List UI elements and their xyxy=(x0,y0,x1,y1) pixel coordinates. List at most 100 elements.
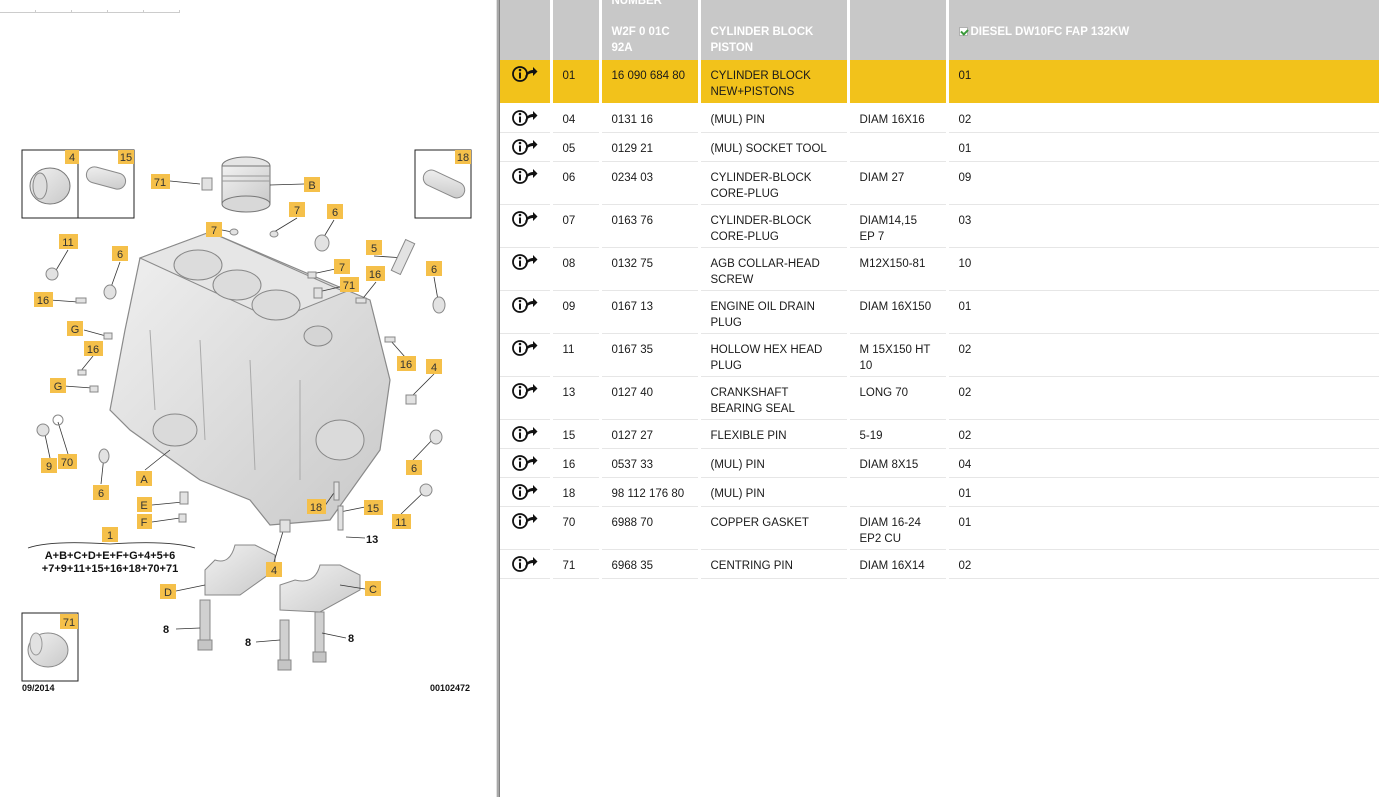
checkbox-checked-icon[interactable] xyxy=(958,27,968,36)
table-row[interactable]: 15 0127 27 FLEXIBLE PIN 5-19 02 xyxy=(500,419,1380,449)
callouts: 4 15 18 71 B 7 7 6 11 6 5 6 16 7 16 71 G… xyxy=(34,150,471,629)
svg-text:16: 16 xyxy=(400,359,412,371)
callout-G[interactable]: G xyxy=(50,378,66,393)
callout-16[interactable]: 16 xyxy=(397,356,416,371)
row-qty: 02 xyxy=(947,333,1380,377)
table-row[interactable]: 71 6968 35 CENTRING PIN DIAM 16X14 02 xyxy=(500,549,1380,579)
callout-4[interactable]: 4 xyxy=(65,150,79,164)
table-row[interactable]: 09 0167 13 ENGINE OIL DRAIN PLUG DIAM 16X15… xyxy=(500,290,1380,334)
info-arrow-icon[interactable] xyxy=(500,448,553,478)
row-description: CYLINDER-BLOCK CORE-PLUG xyxy=(699,204,850,248)
callout-15[interactable]: 15 xyxy=(118,150,134,164)
callout-C[interactable]: C xyxy=(365,581,381,596)
inset-box-71 xyxy=(21,612,79,682)
header-part-number: W2F 0 01C 92A xyxy=(600,16,701,60)
table-row[interactable]: 18 98 112 176 80 (MUL) PIN 01 xyxy=(500,477,1380,507)
table-row[interactable]: 70 6988 70 COPPER GASKET DIAM 16-24 EP2 CU 0… xyxy=(500,506,1380,550)
row-spec xyxy=(848,60,949,104)
svg-text:7: 7 xyxy=(211,225,217,237)
callout-18[interactable]: 18 xyxy=(455,150,471,164)
row-ref: 18 xyxy=(551,477,602,507)
callout-6[interactable]: 6 xyxy=(426,261,442,276)
svg-text:5: 5 xyxy=(371,243,377,255)
table-row[interactable]: 05 0129 21 (MUL) SOCKET TOOL 01 xyxy=(500,132,1380,162)
callout-7[interactable]: 7 xyxy=(289,202,305,217)
info-arrow-icon[interactable] xyxy=(500,290,553,334)
callout-9[interactable]: 9 xyxy=(41,458,57,473)
callout-7[interactable]: 7 xyxy=(334,259,350,274)
callout-F[interactable]: F xyxy=(137,514,152,529)
table-row[interactable]: 13 0127 40 CRANKSHAFT BEARING SEAL LONG 70 0… xyxy=(500,376,1380,420)
cylinder-block-drawing xyxy=(109,231,391,526)
callout-A[interactable]: A xyxy=(136,471,152,486)
callout-16[interactable]: 16 xyxy=(366,266,385,281)
row-part-number: 0127 27 xyxy=(600,419,701,449)
info-arrow-icon[interactable] xyxy=(500,477,553,507)
row-description: (MUL) PIN xyxy=(699,477,850,507)
callout-4[interactable]: 4 xyxy=(266,562,282,577)
callout-16[interactable]: 16 xyxy=(34,292,53,307)
table-row[interactable]: 04 0131 16 (MUL) PIN DIAM 16X16 02 xyxy=(500,103,1380,133)
info-arrow-icon[interactable] xyxy=(500,204,553,248)
plain-labels: 13 8 8 8 A+B+C+D+E+F+G+4+5+6 +7+9+11+15+… xyxy=(22,534,470,693)
row-description: (MUL) SOCKET TOOL xyxy=(699,132,850,162)
callout-B[interactable]: B xyxy=(304,177,320,192)
row-description: (MUL) PIN xyxy=(699,103,850,133)
row-ref: 13 xyxy=(551,376,602,420)
row-description: AGB COLLAR-HEAD SCREW xyxy=(699,247,850,291)
label-8: 8 xyxy=(245,637,251,649)
svg-text:4: 4 xyxy=(431,362,437,374)
callout-7[interactable]: 7 xyxy=(206,222,222,237)
callout-16[interactable]: 16 xyxy=(84,341,103,356)
table-row[interactable]: 07 0163 76 CYLINDER-BLOCK CORE-PLUG DIAM14,… xyxy=(500,204,1380,248)
table-row[interactable]: 16 0537 33 (MUL) PIN DIAM 8X15 04 xyxy=(500,448,1380,478)
callout-4[interactable]: 4 xyxy=(426,359,442,374)
row-qty: 01 xyxy=(947,60,1380,104)
svg-text:71: 71 xyxy=(154,177,166,189)
info-arrow-icon[interactable] xyxy=(500,60,553,104)
callout-11[interactable]: 11 xyxy=(392,514,411,529)
row-spec: 5-19 xyxy=(848,419,949,449)
svg-text:6: 6 xyxy=(431,264,437,276)
callout-15[interactable]: 15 xyxy=(364,500,383,515)
col-header-desc xyxy=(699,0,850,16)
info-arrow-icon[interactable] xyxy=(500,549,553,579)
row-spec xyxy=(848,477,949,507)
callout-70[interactable]: 70 xyxy=(58,454,77,469)
callout-1[interactable]: 1 xyxy=(102,527,118,542)
row-part-number: 98 112 176 80 xyxy=(600,477,701,507)
table-row[interactable]: 11 0167 35 HOLLOW HEX HEAD PLUG M 15X150 HT… xyxy=(500,333,1380,377)
pane-splitter[interactable] xyxy=(496,0,500,797)
callout-71[interactable]: 71 xyxy=(340,277,359,292)
info-arrow-icon[interactable] xyxy=(500,132,553,162)
info-arrow-icon[interactable] xyxy=(500,376,553,420)
callout-71[interactable]: 71 xyxy=(60,614,78,629)
callout-6[interactable]: 6 xyxy=(406,460,422,475)
callout-6[interactable]: 6 xyxy=(327,204,343,219)
table-row[interactable]: 01 16 090 684 80 CYLINDER BLOCK NEW+PISTON… xyxy=(500,60,1380,104)
table-row[interactable]: 08 0132 75 AGB COLLAR-HEAD SCREW M12X150-81… xyxy=(500,247,1380,291)
callout-6[interactable]: 6 xyxy=(93,485,109,500)
row-part-number: 0131 16 xyxy=(600,103,701,133)
info-arrow-icon[interactable] xyxy=(500,103,553,133)
callout-D[interactable]: D xyxy=(160,584,176,599)
header-model[interactable]: DIESEL DW10FC FAP 132KW xyxy=(947,16,1380,60)
callout-5[interactable]: 5 xyxy=(366,240,382,255)
info-arrow-icon[interactable] xyxy=(500,161,553,205)
label-13: 13 xyxy=(366,534,378,546)
info-arrow-icon[interactable] xyxy=(500,506,553,550)
info-arrow-icon[interactable] xyxy=(500,419,553,449)
callout-G[interactable]: G xyxy=(67,321,83,336)
table-row[interactable]: 06 0234 03 CYLINDER-BLOCK CORE-PLUG DIAM 27… xyxy=(500,161,1380,205)
svg-text:71: 71 xyxy=(63,617,75,629)
row-ref: 01 xyxy=(551,60,602,104)
info-arrow-icon[interactable] xyxy=(500,247,553,291)
row-ref: 07 xyxy=(551,204,602,248)
callout-11[interactable]: 11 xyxy=(59,234,78,249)
callout-71[interactable]: 71 xyxy=(151,174,170,189)
callout-18[interactable]: 18 xyxy=(307,499,326,514)
svg-text:7: 7 xyxy=(339,262,345,274)
info-arrow-icon[interactable] xyxy=(500,333,553,377)
callout-6[interactable]: 6 xyxy=(112,246,128,261)
callout-E[interactable]: E xyxy=(137,497,152,512)
